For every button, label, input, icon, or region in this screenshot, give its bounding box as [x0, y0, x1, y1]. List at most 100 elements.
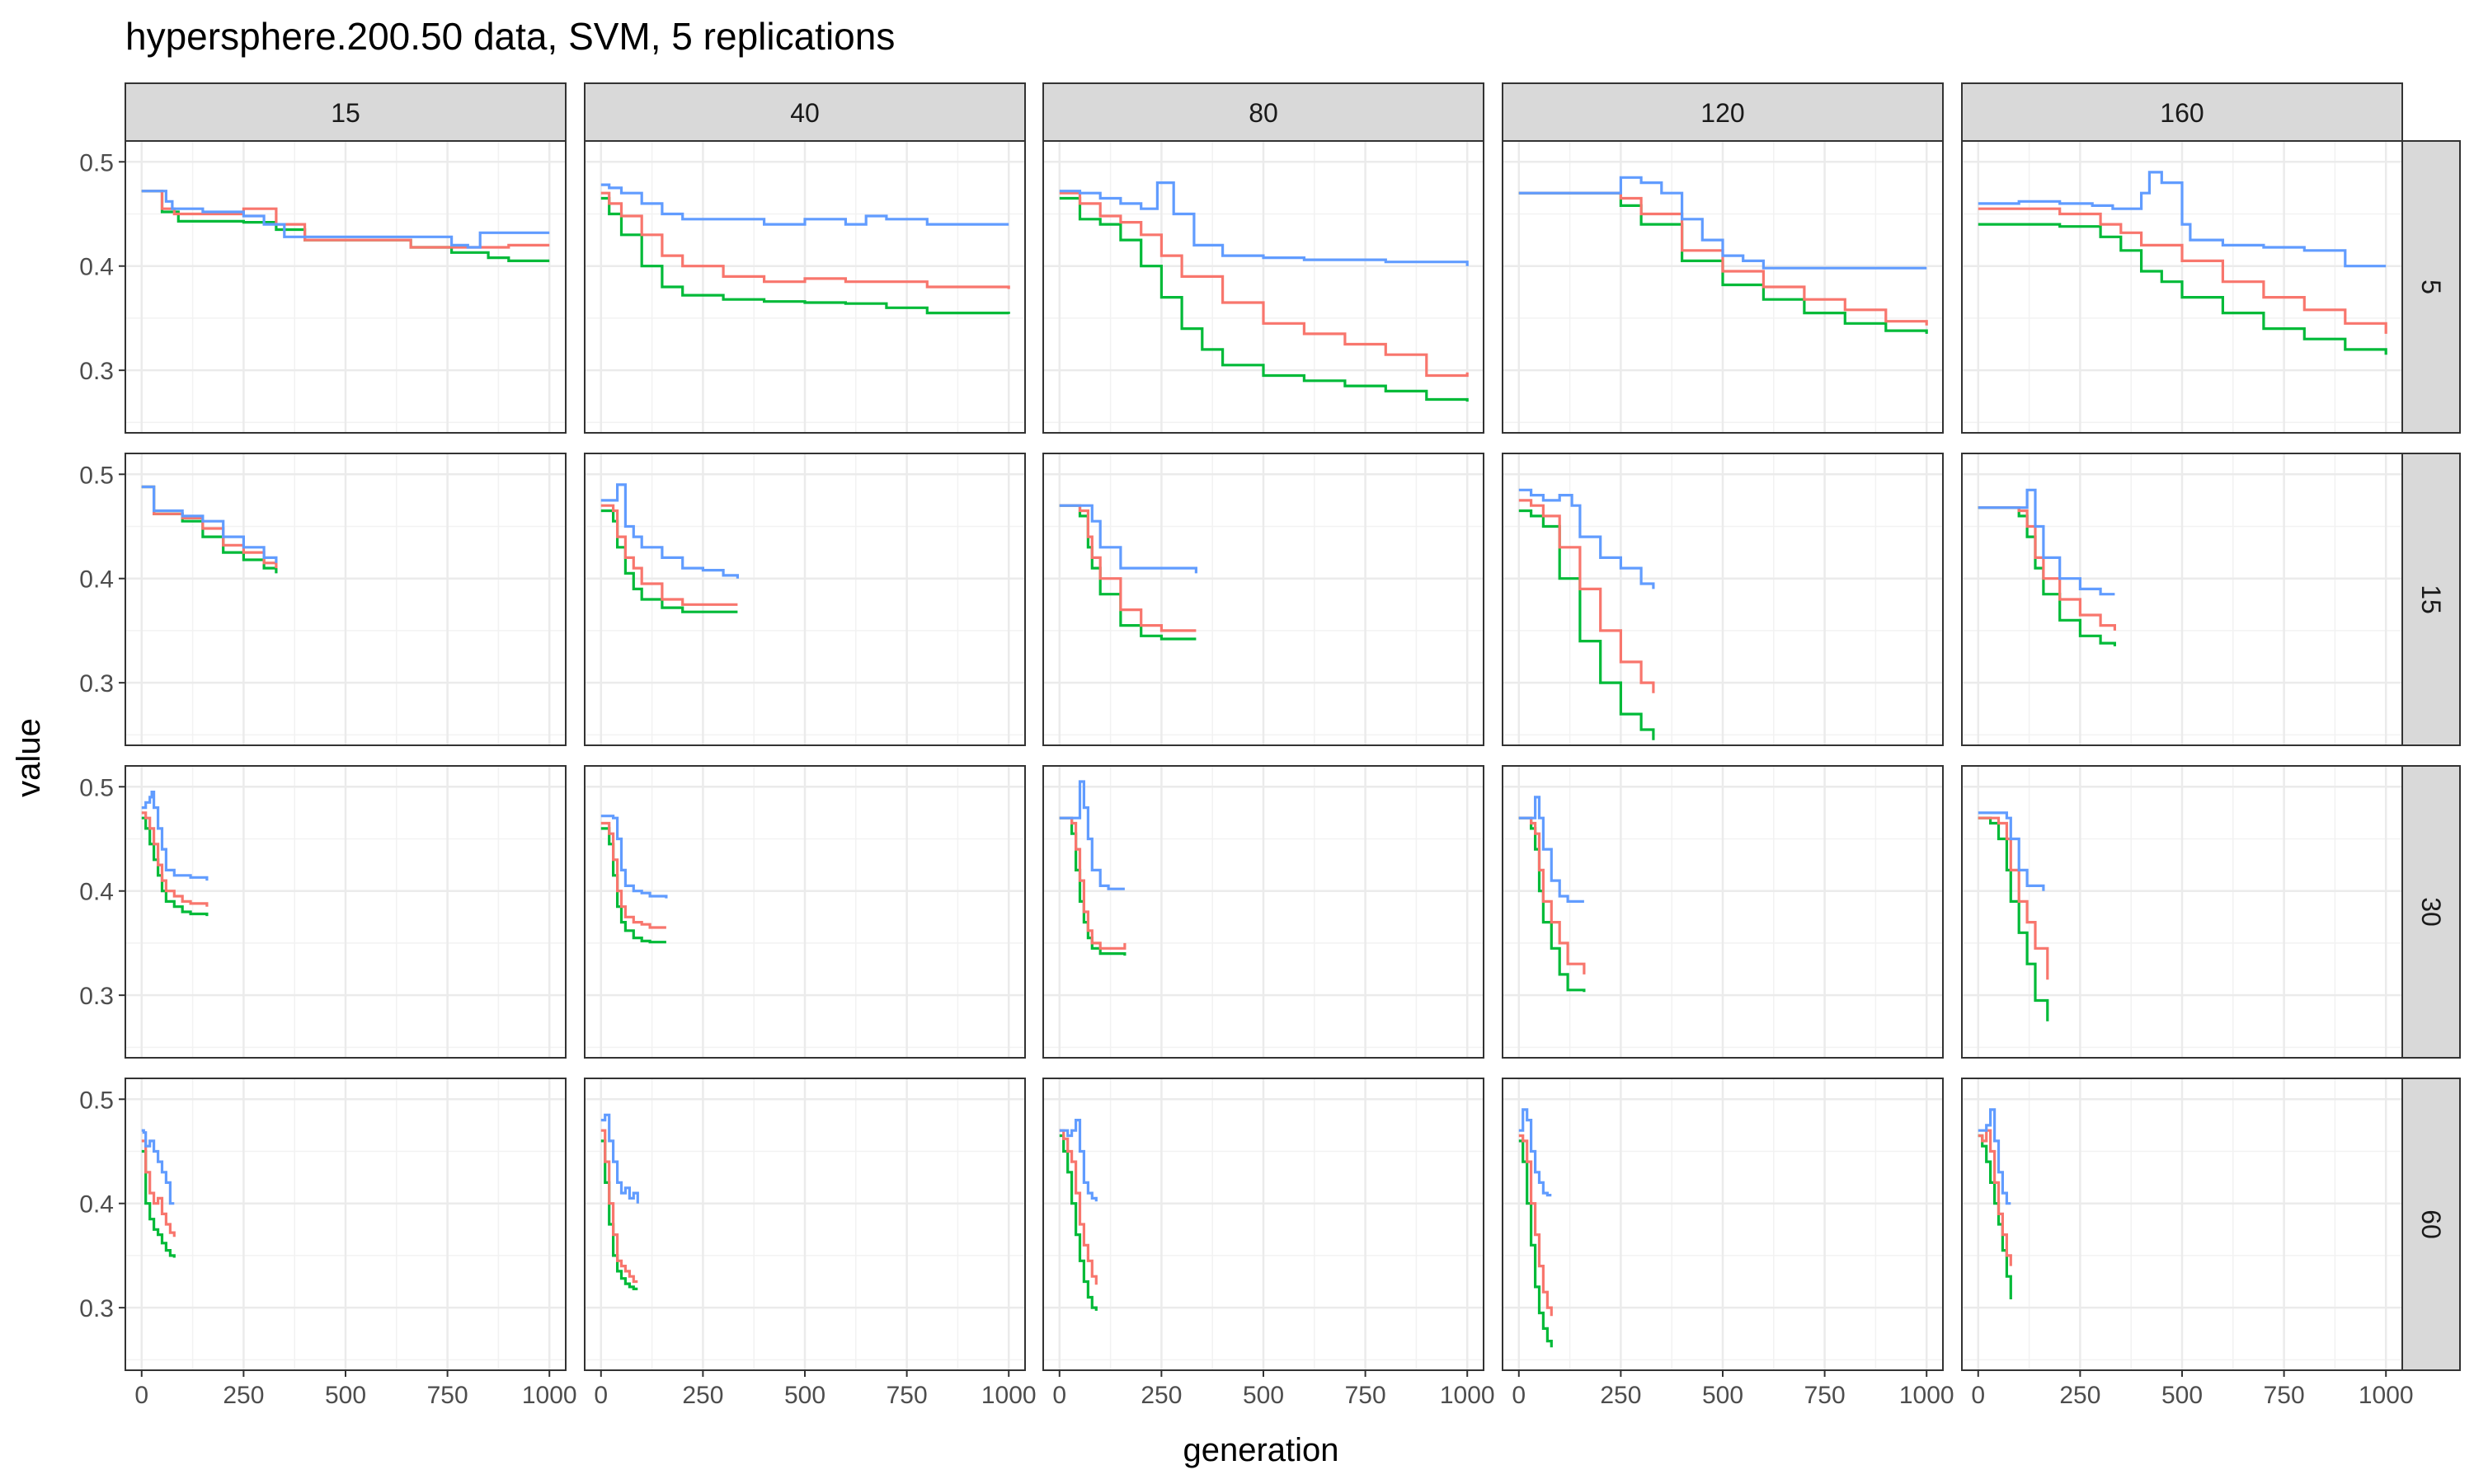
panel-border — [1042, 140, 1484, 434]
facet-panel — [1502, 140, 1944, 434]
column-strip — [125, 82, 567, 142]
series-line-red — [1059, 816, 1126, 950]
series-line-green — [600, 509, 738, 613]
series-line-blue — [600, 815, 668, 899]
series-line-red — [1978, 1129, 2012, 1266]
x-tick-label: 250 — [1141, 1382, 1182, 1409]
x-tick-label: 750 — [1804, 1382, 1846, 1409]
facet-panel — [1961, 453, 2403, 746]
panel-border — [1042, 453, 1484, 746]
column-strip-label: 120 — [1700, 98, 1744, 128]
facet-panel — [1042, 453, 1484, 746]
x-tick-label: 0 — [1971, 1382, 1985, 1409]
facet-panels: 15 40 80 120 160 5 15 30 60 0.3 0.4 0.5 0.3 0.4 0.5 0.3… — [79, 82, 2461, 1409]
series-line-green — [1978, 1134, 2012, 1299]
series-line-blue — [1978, 811, 2045, 891]
y-tick-label: 0.5 — [79, 149, 114, 176]
x-tick-label: 250 — [2059, 1382, 2100, 1409]
facet-panel — [1961, 140, 2403, 434]
series-line-green — [1978, 506, 2116, 646]
facet-panel — [1042, 765, 1484, 1059]
column-strip-label: 160 — [2160, 98, 2204, 128]
series-line-blue — [1059, 504, 1197, 574]
x-tick-label: 500 — [325, 1382, 366, 1409]
series-line-blue — [600, 483, 739, 579]
facet-panel — [1042, 140, 1484, 434]
y-tick-label: 0.4 — [79, 1191, 114, 1219]
y-tick-label: 0.3 — [79, 358, 114, 385]
x-tick-label: 1000 — [2359, 1382, 2414, 1409]
x-tick-label: 1000 — [981, 1382, 1037, 1409]
series-line-blue — [600, 183, 1009, 226]
series-line-blue — [1059, 780, 1125, 890]
series-line-blue — [1978, 171, 2387, 268]
y-tick-label: 0.4 — [79, 566, 114, 594]
y-tick-label: 0.5 — [79, 774, 114, 801]
y-tick-label: 0.3 — [79, 983, 114, 1010]
panel-border — [584, 140, 1026, 434]
y-tick-label: 0.4 — [79, 254, 114, 281]
panel-border — [584, 453, 1026, 746]
facet-panel — [1502, 765, 1944, 1059]
x-tick-label: 1000 — [522, 1382, 577, 1409]
y-tick-label: 0.5 — [79, 1087, 114, 1114]
column-strip — [1042, 82, 1484, 142]
panel-border — [1502, 765, 1944, 1059]
column-strip-label: 80 — [1249, 98, 1278, 128]
series-line-red — [1978, 506, 2116, 631]
x-tick-label: 750 — [1345, 1382, 1386, 1409]
y-axis-label: value — [11, 718, 47, 797]
series-line-blue — [1059, 1119, 1098, 1202]
x-tick-label: 250 — [223, 1382, 264, 1409]
series-line-red — [141, 811, 209, 907]
facet-panel — [1961, 765, 2403, 1059]
x-axis-label: generation — [1183, 1432, 1338, 1468]
panel-border — [125, 765, 567, 1059]
series-line-blue — [1978, 1108, 2011, 1205]
series-line-green — [1059, 196, 1469, 402]
row-strip-label: 15 — [2416, 585, 2446, 614]
series-line-blue — [1518, 176, 1927, 270]
row-strip-label: 30 — [2416, 897, 2446, 927]
facet-panel — [584, 1078, 1026, 1371]
series-line-red — [1059, 1129, 1098, 1285]
x-tick-label: 750 — [887, 1382, 928, 1409]
panel-border — [1961, 765, 2403, 1059]
panel-border — [1961, 453, 2403, 746]
series-line-blue — [1059, 181, 1469, 266]
facet-panel — [125, 765, 567, 1059]
x-tick-label: 0 — [594, 1382, 608, 1409]
series-line-blue — [141, 190, 550, 249]
series-line-green — [1978, 816, 2049, 1021]
chart-title: hypersphere.200.50 data, SVM, 5 replicat… — [125, 15, 895, 58]
row-strip-label: 5 — [2416, 279, 2446, 294]
panel-border — [125, 140, 567, 434]
panel-border — [1502, 140, 1944, 434]
series-line-red — [1978, 816, 2049, 980]
facet-panel — [1961, 1078, 2403, 1371]
panel-border — [584, 765, 1026, 1059]
facet-panel — [1042, 1078, 1484, 1371]
series-line-red — [1518, 499, 1655, 693]
series-line-blue — [141, 485, 278, 563]
facet-panel — [125, 140, 567, 434]
series-line-blue — [1978, 488, 2115, 596]
x-tick-label: 500 — [784, 1382, 825, 1409]
x-tick-label: 500 — [1243, 1382, 1284, 1409]
facet-panel — [125, 453, 567, 746]
series-line-red — [1518, 191, 1928, 326]
panel-border — [125, 453, 567, 746]
series-line-red — [1518, 1134, 1553, 1317]
facet-panel — [584, 140, 1026, 434]
series-line-blue — [1518, 488, 1655, 589]
x-tick-label: 0 — [1052, 1382, 1066, 1409]
row-strip-label: 60 — [2416, 1209, 2446, 1239]
panel-border — [1042, 765, 1484, 1059]
series-line-blue — [1518, 1108, 1552, 1197]
series-line-red — [600, 1129, 638, 1284]
column-strip — [584, 82, 1026, 142]
panel-border — [1502, 453, 1944, 746]
x-tick-label: 250 — [1600, 1382, 1641, 1409]
x-tick-label: 1000 — [1440, 1382, 1495, 1409]
